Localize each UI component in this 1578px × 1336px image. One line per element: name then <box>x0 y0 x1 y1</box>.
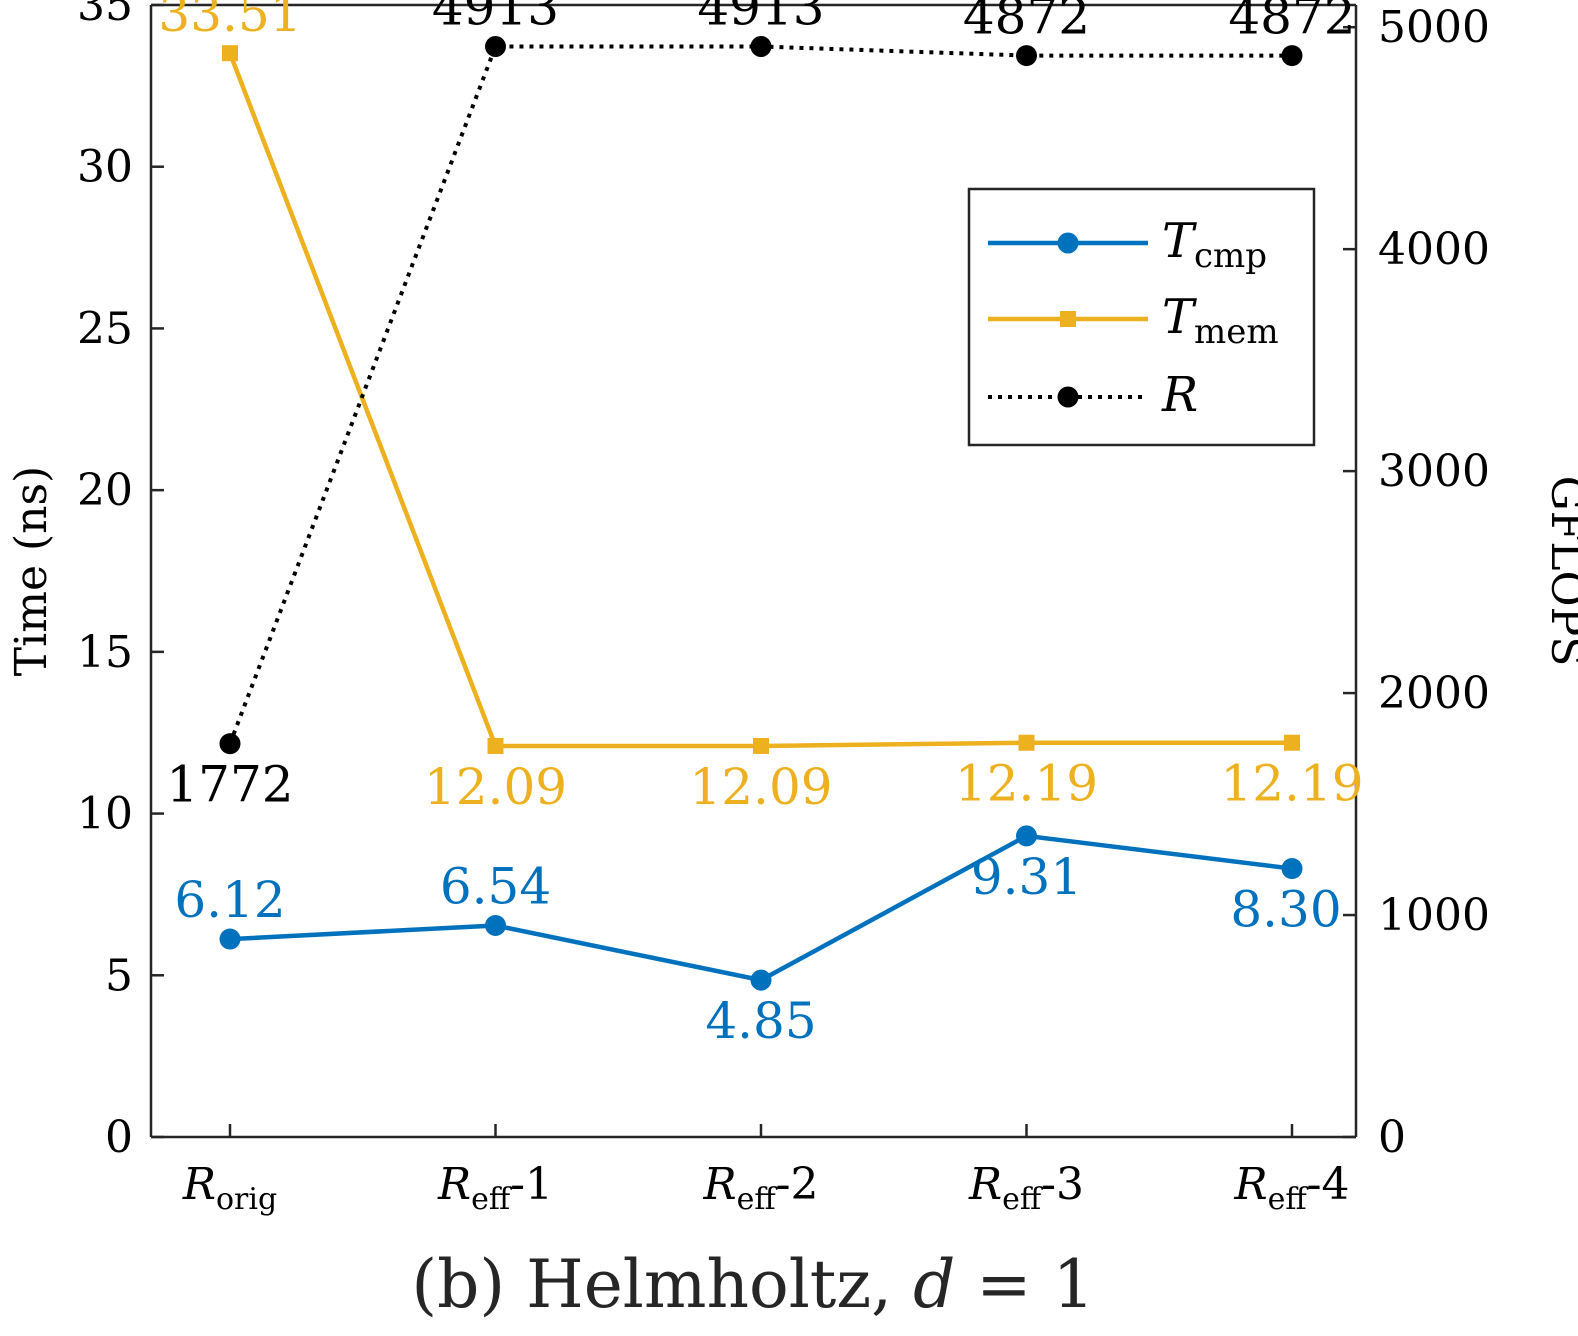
caption-text: (b) Helmholtz, d = 1 <box>411 1246 1094 1323</box>
data-point-marker <box>219 733 241 755</box>
axes: 0 5 10 15 20 25 30 35 0 1000 2000 3000 4000 5000 Rorig… <box>6 0 1578 1217</box>
series-layer <box>219 36 1303 991</box>
data-point-marker <box>750 36 772 58</box>
legend-marker <box>1060 311 1076 327</box>
data-labels: 6.12 6.54 4.85 9.31 8.30 33.51 12.09 12.09 12.19… <box>158 0 1363 1050</box>
data-label: 4.85 <box>705 992 816 1050</box>
data-label: 6.54 <box>440 857 551 915</box>
series-line-t-cmp <box>229 833 1293 983</box>
left-tick-label: 5 <box>105 950 133 1001</box>
data-point-marker <box>1018 734 1035 751</box>
left-tick-label: 20 <box>77 465 133 516</box>
data-label: 12.09 <box>424 758 567 816</box>
data-label: 6.12 <box>174 871 285 929</box>
legend-label: R <box>1161 367 1198 423</box>
data-point-marker <box>753 737 769 754</box>
data-label: 12.09 <box>689 758 832 816</box>
data-point-marker <box>750 969 772 991</box>
data-label: 33.51 <box>158 0 301 43</box>
data-label: 8.30 <box>1230 881 1341 939</box>
x-tick-label: Reff-2 <box>702 1159 818 1217</box>
data-point-marker <box>1016 825 1037 847</box>
data-label: 12.19 <box>1220 755 1363 813</box>
data-label: 9.31 <box>971 848 1082 906</box>
y-axis-title-right: GFLOPS <box>1541 476 1578 667</box>
data-label: 4872 <box>1228 0 1355 46</box>
left-tick-label: 30 <box>77 142 133 193</box>
legend-label: Tmem <box>1162 289 1279 352</box>
right-tick-label: 1000 <box>1378 890 1490 941</box>
right-tick-label: 5000 <box>1378 2 1490 53</box>
left-tick-label: 15 <box>77 627 133 678</box>
right-tick-label: 4000 <box>1378 224 1490 275</box>
chart-caption: (b) Helmholtz, d = 1 <box>411 1246 1094 1323</box>
left-tick-label: 35 <box>77 0 133 31</box>
data-point-marker <box>1281 858 1303 880</box>
x-tick-label: Reff-1 <box>437 1159 553 1217</box>
data-point-marker <box>485 914 506 936</box>
data-label: 1772 <box>166 756 293 814</box>
data-point-marker <box>1281 45 1303 67</box>
data-point-marker <box>485 36 506 58</box>
data-point-marker <box>1284 734 1300 751</box>
right-tick-label: 3000 <box>1378 446 1490 497</box>
data-point-marker <box>487 737 504 754</box>
y-axis-title-left: Time (ns) <box>6 466 57 676</box>
data-label: 4872 <box>963 0 1090 46</box>
data-point-marker <box>1016 45 1037 67</box>
data-point-marker <box>219 928 241 950</box>
data-label: 4913 <box>697 0 824 37</box>
left-tick-label: 0 <box>105 1112 133 1163</box>
legend-label: Tcmp <box>1162 213 1267 276</box>
legend-marker <box>1057 386 1079 408</box>
x-tick-label: Reff-3 <box>968 1159 1084 1217</box>
legend-marker <box>1057 232 1079 254</box>
right-tick-label: 0 <box>1378 1112 1406 1163</box>
data-label: 4913 <box>432 0 559 37</box>
x-tick-label: Rorig <box>182 1159 277 1217</box>
data-label: 12.19 <box>955 755 1098 813</box>
right-tick-label: 2000 <box>1378 668 1490 719</box>
data-point-marker <box>222 45 238 62</box>
left-tick-label: 10 <box>77 789 133 840</box>
left-tick-label: 25 <box>77 303 133 354</box>
x-tick-label: Reff-4 <box>1233 1159 1349 1217</box>
legend: Tcmp Tmem R <box>967 187 1316 447</box>
